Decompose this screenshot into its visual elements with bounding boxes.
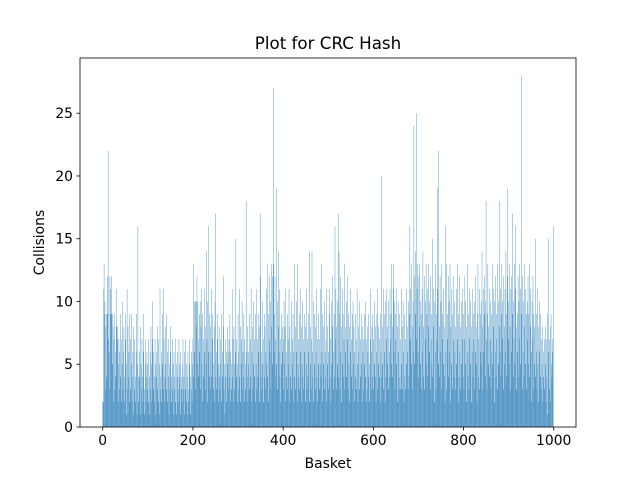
bars: [102, 75, 554, 428]
x-tick-label: 200: [180, 433, 207, 449]
chart-title: Plot for CRC Hash: [255, 33, 401, 53]
y-tick-label: 15: [55, 232, 73, 248]
x-tick-label: 1000: [536, 433, 571, 449]
y-tick-label: 0: [64, 420, 73, 436]
x-tick-label: 0: [98, 433, 107, 449]
y-tick-label: 10: [55, 294, 73, 310]
x-tick-label: 800: [450, 433, 477, 449]
x-tick-label: 400: [270, 433, 297, 449]
y-tick-label: 5: [64, 357, 73, 373]
axes-frame: [79, 57, 577, 428]
y-tick-label: 20: [55, 169, 73, 185]
x-tick-label: 600: [360, 433, 387, 449]
y-tick-label: 25: [55, 106, 73, 122]
y-axis-label: Collisions: [32, 210, 48, 275]
x-axis-label: Basket: [305, 456, 352, 472]
